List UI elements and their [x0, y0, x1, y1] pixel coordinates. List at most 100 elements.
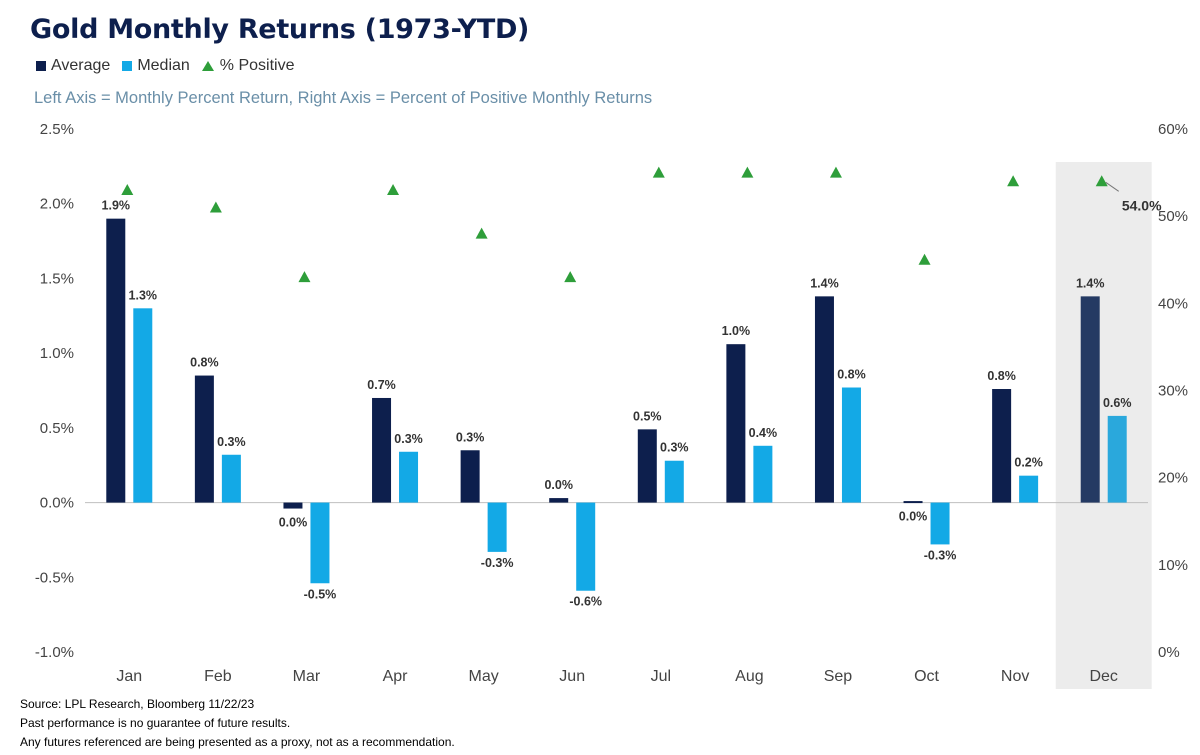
x-axis-tick-nov: Nov	[1001, 668, 1029, 685]
x-axis-tick-sep: Sep	[824, 668, 853, 685]
data-label-median-feb: 0.3%	[217, 435, 246, 449]
point-positive-jan	[121, 184, 134, 196]
disclaimer-note: Past performance is no guarantee of futu…	[20, 716, 291, 730]
data-label-median-apr: 0.3%	[394, 432, 423, 446]
point-positive-apr	[387, 184, 400, 196]
source-note: Source: LPL Research, Bloomberg 11/22/23	[20, 697, 255, 711]
legend-triangle-icon	[201, 61, 214, 71]
x-axis-tick-oct: Oct	[914, 668, 939, 685]
data-label-median-mar: -0.5%	[304, 587, 337, 601]
left-axis-tick: 1.0%	[40, 345, 74, 362]
left-axis-tick: 1.5%	[40, 270, 74, 287]
bar-median-may	[487, 502, 507, 552]
x-axis-tick-may: May	[469, 668, 499, 685]
point-positive-oct	[918, 253, 931, 265]
bar-average-may	[460, 450, 480, 503]
left-axis-tick: -1.0%	[35, 644, 74, 661]
data-label-average-jun: 0.0%	[544, 478, 573, 492]
bar-average-dec	[1080, 296, 1100, 503]
legend-label-average: Average	[51, 57, 111, 74]
x-axis-tick-jun: Jun	[559, 668, 585, 685]
bar-median-jun	[576, 502, 596, 591]
data-label-median-nov: 0.2%	[1014, 456, 1043, 470]
legend-swatch-median	[122, 61, 133, 71]
bar-average-mar	[283, 502, 303, 509]
left-axis-tick: 0.0%	[40, 495, 74, 512]
bar-median-mar	[310, 502, 330, 584]
right-axis-tick: 30%	[1158, 383, 1188, 400]
bar-median-sep	[841, 387, 861, 503]
left-axis-tick: 2.5%	[40, 121, 74, 138]
data-label-median-jul: 0.3%	[660, 441, 689, 455]
left-axis-tick: -0.5%	[35, 569, 74, 586]
legend: Average Median % Positive	[36, 57, 307, 75]
data-label-median-may: -0.3%	[481, 556, 514, 570]
data-label-average-jan: 1.9%	[102, 199, 131, 213]
data-label-median-aug: 0.4%	[749, 426, 778, 440]
bar-median-apr	[399, 451, 419, 503]
data-label-median-dec: 0.6%	[1103, 396, 1132, 410]
bar-average-jan	[106, 218, 126, 503]
legend-swatch-average	[36, 61, 46, 71]
bar-median-oct	[930, 502, 950, 545]
chart-subtitle: Left Axis = Monthly Percent Return, Righ…	[34, 89, 653, 107]
point-positive-may	[475, 227, 488, 239]
right-axis-tick: 20%	[1158, 470, 1188, 487]
legend-label-positive: % Positive	[219, 57, 295, 74]
bar-median-feb	[221, 454, 241, 503]
bar-median-dec	[1107, 415, 1127, 503]
data-label-average-dec: 1.4%	[1076, 276, 1105, 290]
bar-average-oct	[903, 501, 923, 504]
highlight-band-dec	[1055, 162, 1152, 689]
futures-note: Any futures referenced are being present…	[20, 735, 455, 749]
annotation-label: 54.0%	[1122, 197, 1162, 213]
data-label-average-feb: 0.8%	[190, 356, 219, 370]
data-label-average-mar: 0.0%	[279, 516, 308, 530]
data-label-average-aug: 1.0%	[722, 324, 751, 338]
point-positive-nov	[1007, 175, 1020, 187]
bar-median-aug	[753, 445, 773, 503]
footnotes: Source: LPL Research, Bloomberg 11/22/23…	[20, 695, 455, 752]
data-label-median-sep: 0.8%	[837, 368, 866, 382]
x-axis-tick-dec: Dec	[1089, 668, 1117, 685]
point-positive-jun	[564, 271, 577, 283]
bar-median-jan	[133, 308, 153, 503]
legend-item-positive: % Positive	[201, 57, 295, 75]
data-label-average-jul: 0.5%	[633, 409, 662, 423]
data-label-median-jun: -0.6%	[569, 595, 602, 609]
chart-title: Gold Monthly Returns (1973-YTD)	[30, 14, 530, 45]
x-axis-tick-aug: Aug	[735, 668, 763, 685]
x-axis-tick-jul: Jul	[651, 668, 671, 685]
data-label-average-may: 0.3%	[456, 430, 485, 444]
point-positive-sep	[829, 166, 842, 178]
point-positive-mar	[298, 271, 311, 283]
annotation-leader-line	[1105, 181, 1119, 192]
bar-average-feb	[194, 375, 214, 503]
bar-average-nov	[992, 389, 1012, 503]
bar-median-jul	[664, 460, 684, 503]
data-label-median-jan: 1.3%	[129, 288, 158, 302]
right-axis-tick: 50%	[1158, 208, 1188, 225]
data-label-median-oct: -0.3%	[924, 548, 957, 562]
right-axis-tick: 0%	[1158, 644, 1180, 661]
x-axis-tick-apr: Apr	[383, 668, 409, 685]
left-axis-tick: 0.5%	[40, 420, 74, 437]
point-positive-jul	[652, 166, 665, 178]
bar-average-jun	[549, 498, 569, 503]
x-axis-tick-feb: Feb	[204, 668, 232, 685]
bar-average-jul	[637, 429, 657, 503]
data-label-average-nov: 0.8%	[987, 369, 1016, 383]
right-axis-tick: 60%	[1158, 121, 1188, 138]
bar-average-sep	[814, 296, 834, 503]
legend-item-median: Median	[122, 57, 190, 75]
bar-average-apr	[372, 397, 392, 503]
legend-label-median: Median	[137, 57, 190, 74]
point-positive-dec	[1095, 175, 1108, 187]
right-axis-tick: 10%	[1158, 557, 1188, 574]
data-label-average-sep: 1.4%	[810, 276, 839, 290]
x-axis-tick-jan: Jan	[116, 668, 142, 685]
data-label-average-oct: 0.0%	[899, 510, 928, 524]
point-positive-aug	[741, 166, 754, 178]
right-axis-tick: 40%	[1158, 295, 1188, 312]
